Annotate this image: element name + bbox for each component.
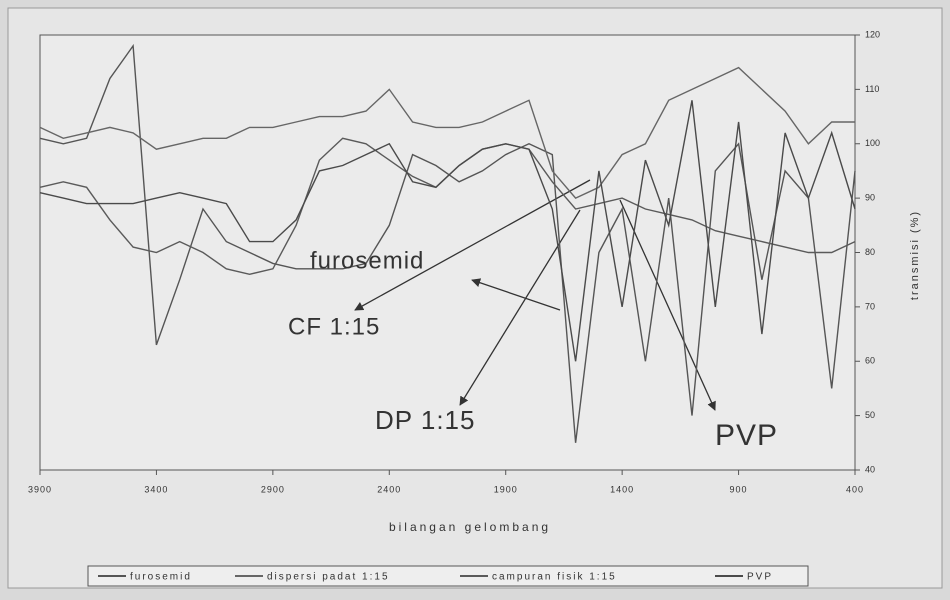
y2-tick-label: 80 bbox=[865, 247, 875, 257]
x-axis-label: bilangan gelombang bbox=[389, 520, 551, 534]
plot-area bbox=[39, 34, 856, 471]
series-line bbox=[39, 66, 855, 199]
y2-axis-label: transmisi (%) bbox=[909, 210, 921, 300]
x-tick-label: 900 bbox=[730, 484, 748, 494]
legend-label: dispersi padat 1:15 bbox=[267, 572, 390, 583]
x-tick-label: 1400 bbox=[610, 484, 634, 494]
x-tick-label: 3400 bbox=[144, 484, 168, 494]
y2-tick-label: 70 bbox=[865, 301, 875, 311]
x-tick-label: 3900 bbox=[28, 484, 52, 494]
arrow bbox=[354, 179, 591, 311]
annotation: PVP bbox=[715, 419, 778, 452]
x-tick-label: 400 bbox=[846, 484, 864, 494]
y2-tick-label: 40 bbox=[865, 464, 875, 474]
annotation: CF 1:15 bbox=[288, 313, 380, 340]
y2-tick-label: 60 bbox=[865, 356, 875, 366]
arrow bbox=[619, 199, 716, 411]
x-tick-label: 2400 bbox=[377, 484, 401, 494]
legend-label: furosemid bbox=[130, 572, 192, 583]
legend-label: campuran fisik 1:15 bbox=[492, 572, 617, 583]
y2-tick-label: 90 bbox=[865, 193, 875, 203]
y2-tick-label: 50 bbox=[865, 410, 875, 420]
series-line bbox=[39, 100, 856, 362]
arrow bbox=[471, 278, 561, 311]
x-tick-label: 2900 bbox=[261, 484, 285, 494]
annotation: DP 1:15 bbox=[375, 405, 475, 435]
legend-label: PVP bbox=[747, 572, 773, 583]
y2-tick-label: 120 bbox=[865, 29, 880, 39]
x-tick-label: 1900 bbox=[494, 484, 518, 494]
annotation: furosemid bbox=[310, 247, 424, 274]
series-line bbox=[39, 43, 856, 443]
y2-tick-label: 100 bbox=[865, 138, 880, 148]
legend bbox=[87, 565, 809, 587]
y2-tick-label: 110 bbox=[865, 84, 879, 94]
